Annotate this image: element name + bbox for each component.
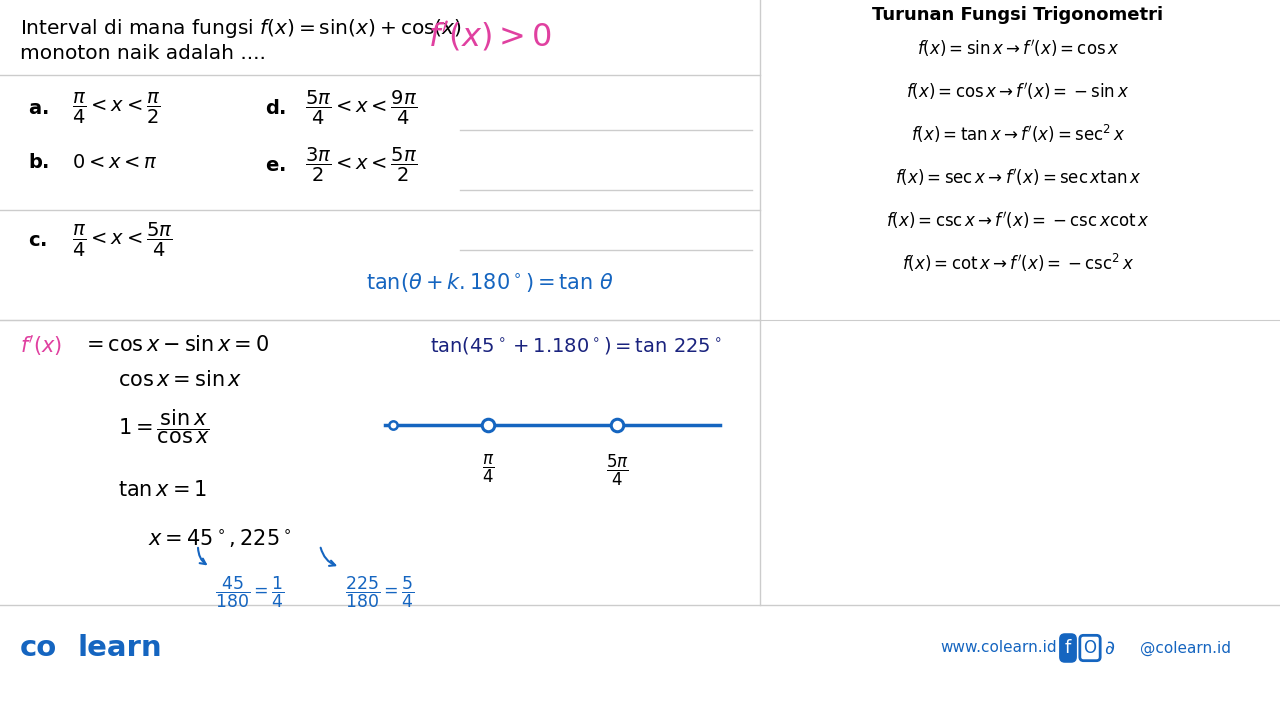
Text: $f(x) = \sin x \rightarrow f'(x) = \cos x$: $f(x) = \sin x \rightarrow f'(x) = \cos …: [916, 37, 1119, 58]
Text: $= \cos x - \sin x = 0$: $= \cos x - \sin x = 0$: [82, 335, 269, 355]
Text: $f(x) = \csc x \rightarrow f'(x) = -\csc x \cot x$: $f(x) = \csc x \rightarrow f'(x) = -\csc…: [886, 210, 1149, 230]
Text: $\dfrac{3\pi}{2} < x < \dfrac{5\pi}{2}$: $\dfrac{3\pi}{2} < x < \dfrac{5\pi}{2}$: [305, 146, 417, 184]
Text: O: O: [1083, 639, 1097, 657]
Text: $\mathbf{a.}$: $\mathbf{a.}$: [28, 99, 49, 117]
Text: $f'(x) > 0$: $f'(x) > 0$: [428, 20, 552, 53]
Text: co: co: [20, 634, 58, 662]
Text: monoton naik adalah ....: monoton naik adalah ....: [20, 43, 266, 63]
Text: $\mathbf{b.}$: $\mathbf{b.}$: [28, 153, 50, 171]
Text: $\mathbf{d.}$: $\mathbf{d.}$: [265, 99, 287, 117]
Text: $\partial$: $\partial$: [1105, 639, 1116, 657]
Text: $x = 45^\circ, 225^\circ$: $x = 45^\circ, 225^\circ$: [148, 527, 292, 549]
Text: $\dfrac{\pi}{4} < x < \dfrac{\pi}{2}$: $\dfrac{\pi}{4} < x < \dfrac{\pi}{2}$: [72, 91, 161, 125]
Text: $1 = \dfrac{\sin x}{\cos x}$: $1 = \dfrac{\sin x}{\cos x}$: [118, 408, 210, 446]
Text: $\tan(45^\circ + 1.180^\circ) = \tan\,225^\circ$: $\tan(45^\circ + 1.180^\circ) = \tan\,22…: [430, 335, 722, 356]
Text: $\cos x = \sin x$: $\cos x = \sin x$: [118, 370, 242, 390]
Text: $\mathbf{e.}$: $\mathbf{e.}$: [265, 156, 285, 174]
Text: $\dfrac{\pi}{4}$: $\dfrac{\pi}{4}$: [481, 453, 494, 485]
Text: $\dfrac{5\pi}{4} < x < \dfrac{9\pi}{4}$: $\dfrac{5\pi}{4} < x < \dfrac{9\pi}{4}$: [305, 89, 417, 127]
Text: $f(x) = \tan x \rightarrow f'(x) = \sec^2 x$: $f(x) = \tan x \rightarrow f'(x) = \sec^…: [911, 123, 1125, 145]
Text: $f(x) = \sec x \rightarrow f'(x) = \sec x \tan x$: $f(x) = \sec x \rightarrow f'(x) = \sec …: [895, 166, 1142, 187]
Text: $\dfrac{225}{180} = \dfrac{5}{4}$: $\dfrac{225}{180} = \dfrac{5}{4}$: [346, 575, 415, 611]
Text: www.colearn.id: www.colearn.id: [940, 641, 1056, 655]
Text: $\dfrac{5\pi}{4}$: $\dfrac{5\pi}{4}$: [605, 453, 628, 488]
Text: $f'(x)$: $f'(x)$: [20, 333, 63, 358]
Text: $\tan(\theta + k.180^\circ) = \tan\,\theta$: $\tan(\theta + k.180^\circ) = \tan\,\the…: [366, 271, 614, 294]
Text: learn: learn: [78, 634, 163, 662]
Text: Turunan Fungsi Trigonometri: Turunan Fungsi Trigonometri: [873, 6, 1164, 24]
Text: $f(x) = \cos x \rightarrow f'(x) = -\sin x$: $f(x) = \cos x \rightarrow f'(x) = -\sin…: [906, 81, 1129, 102]
Text: $\dfrac{\pi}{4} < x < \dfrac{5\pi}{4}$: $\dfrac{\pi}{4} < x < \dfrac{5\pi}{4}$: [72, 221, 173, 259]
Text: Interval di mana fungsi $f(x) = \sin(x) + \cos(x)$: Interval di mana fungsi $f(x) = \sin(x) …: [20, 17, 462, 40]
Text: $\tan x = 1$: $\tan x = 1$: [118, 480, 207, 500]
Text: f: f: [1065, 639, 1071, 657]
Text: $\mathbf{c.}$: $\mathbf{c.}$: [28, 230, 47, 250]
Text: $f(x) = \cot x \rightarrow f'(x) = -\csc^2 x$: $f(x) = \cot x \rightarrow f'(x) = -\csc…: [902, 252, 1134, 274]
Text: $0 < x < \pi$: $0 < x < \pi$: [72, 153, 157, 171]
Text: @colearn.id: @colearn.id: [1140, 640, 1231, 656]
Text: $\dfrac{45}{180} = \dfrac{1}{4}$: $\dfrac{45}{180} = \dfrac{1}{4}$: [215, 575, 284, 611]
